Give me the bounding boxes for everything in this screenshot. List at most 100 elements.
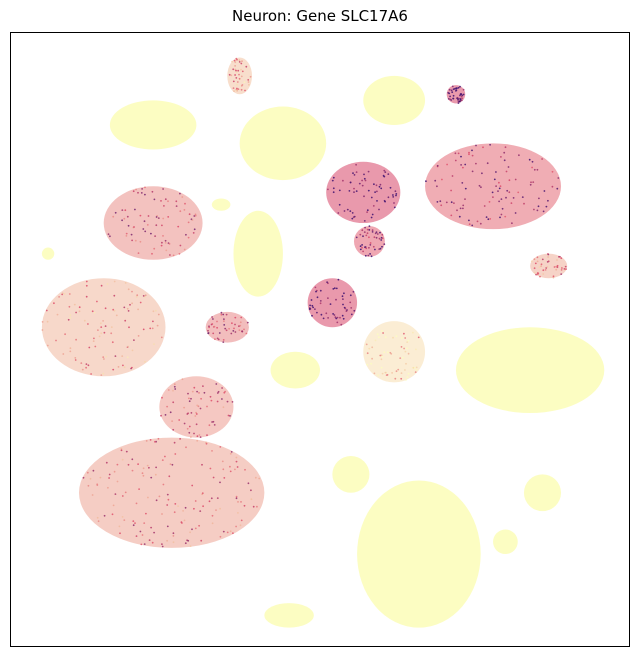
data-point	[517, 191, 520, 194]
data-point	[193, 215, 196, 217]
data-point	[121, 516, 124, 518]
data-point	[343, 292, 345, 295]
data-point	[191, 484, 194, 487]
data-point	[500, 213, 503, 216]
data-point	[538, 197, 540, 200]
data-point	[367, 189, 370, 192]
data-point	[258, 477, 261, 480]
data-point	[376, 200, 378, 202]
data-point	[341, 314, 344, 317]
data-point	[167, 200, 169, 203]
data-point	[157, 313, 160, 316]
data-point	[132, 190, 135, 193]
data-point	[351, 212, 354, 214]
data-point	[546, 266, 549, 268]
data-point	[106, 283, 109, 285]
data-point	[161, 543, 163, 545]
data-point	[327, 317, 329, 319]
data-point	[158, 495, 161, 498]
data-point	[127, 288, 130, 291]
data-point	[552, 275, 555, 278]
data-point	[458, 100, 461, 103]
data-point	[75, 338, 77, 341]
data-point	[249, 75, 252, 78]
data-point	[102, 372, 105, 375]
data-point	[369, 244, 372, 246]
data-point	[483, 205, 486, 207]
data-point	[556, 187, 559, 190]
data-point	[201, 463, 203, 466]
data-point	[224, 327, 227, 330]
data-point	[436, 201, 439, 203]
data-point	[182, 510, 185, 512]
data-point	[188, 397, 190, 400]
data-point	[387, 173, 390, 176]
data-point	[200, 539, 203, 542]
data-point	[341, 295, 344, 298]
cluster-blob	[425, 143, 562, 230]
data-point	[460, 164, 462, 166]
data-point	[332, 288, 335, 290]
data-point	[74, 359, 77, 361]
data-point	[240, 75, 243, 78]
data-point	[507, 166, 510, 168]
data-point	[146, 224, 149, 226]
data-point	[85, 295, 88, 298]
data-point	[91, 494, 94, 496]
data-point	[116, 463, 119, 466]
data-point	[366, 352, 369, 355]
data-point	[480, 186, 482, 189]
data-point	[455, 90, 457, 92]
data-point	[143, 220, 146, 223]
data-point	[108, 477, 110, 479]
data-point	[160, 336, 163, 339]
data-point	[462, 166, 464, 169]
data-point	[144, 230, 147, 233]
data-point	[240, 501, 242, 503]
cluster-blob	[363, 321, 426, 383]
data-point	[179, 192, 181, 195]
data-point	[127, 310, 130, 312]
data-point	[166, 493, 169, 496]
data-point	[547, 199, 549, 202]
data-point	[154, 440, 156, 443]
cluster-12	[41, 278, 166, 377]
data-point	[382, 332, 384, 334]
data-point	[125, 450, 128, 453]
data-point	[225, 313, 228, 316]
data-point	[240, 519, 243, 522]
data-point	[120, 449, 123, 452]
data-point	[558, 255, 560, 258]
data-point	[139, 301, 142, 304]
data-point	[355, 236, 358, 239]
data-point	[187, 221, 190, 224]
data-point	[508, 179, 511, 182]
data-point	[234, 61, 237, 64]
data-point	[121, 355, 124, 357]
data-point	[131, 302, 133, 305]
data-point	[160, 244, 163, 247]
data-point	[533, 267, 536, 270]
data-point	[434, 179, 437, 182]
data-point	[403, 347, 405, 350]
data-point	[523, 202, 525, 205]
data-point	[211, 316, 214, 318]
data-point	[468, 151, 470, 154]
data-point	[383, 243, 386, 246]
data-point	[234, 65, 237, 67]
data-point	[153, 198, 156, 201]
cluster-23	[264, 603, 314, 628]
data-point	[90, 373, 92, 375]
data-point	[364, 254, 367, 257]
data-point	[510, 202, 513, 205]
data-point	[500, 156, 502, 158]
data-point	[172, 541, 175, 544]
data-point	[542, 269, 545, 272]
data-point	[332, 176, 335, 179]
data-point	[387, 351, 389, 354]
data-point	[187, 236, 190, 239]
data-point	[353, 309, 356, 312]
data-point	[88, 346, 91, 349]
data-point	[126, 356, 129, 359]
data-point	[216, 400, 219, 403]
